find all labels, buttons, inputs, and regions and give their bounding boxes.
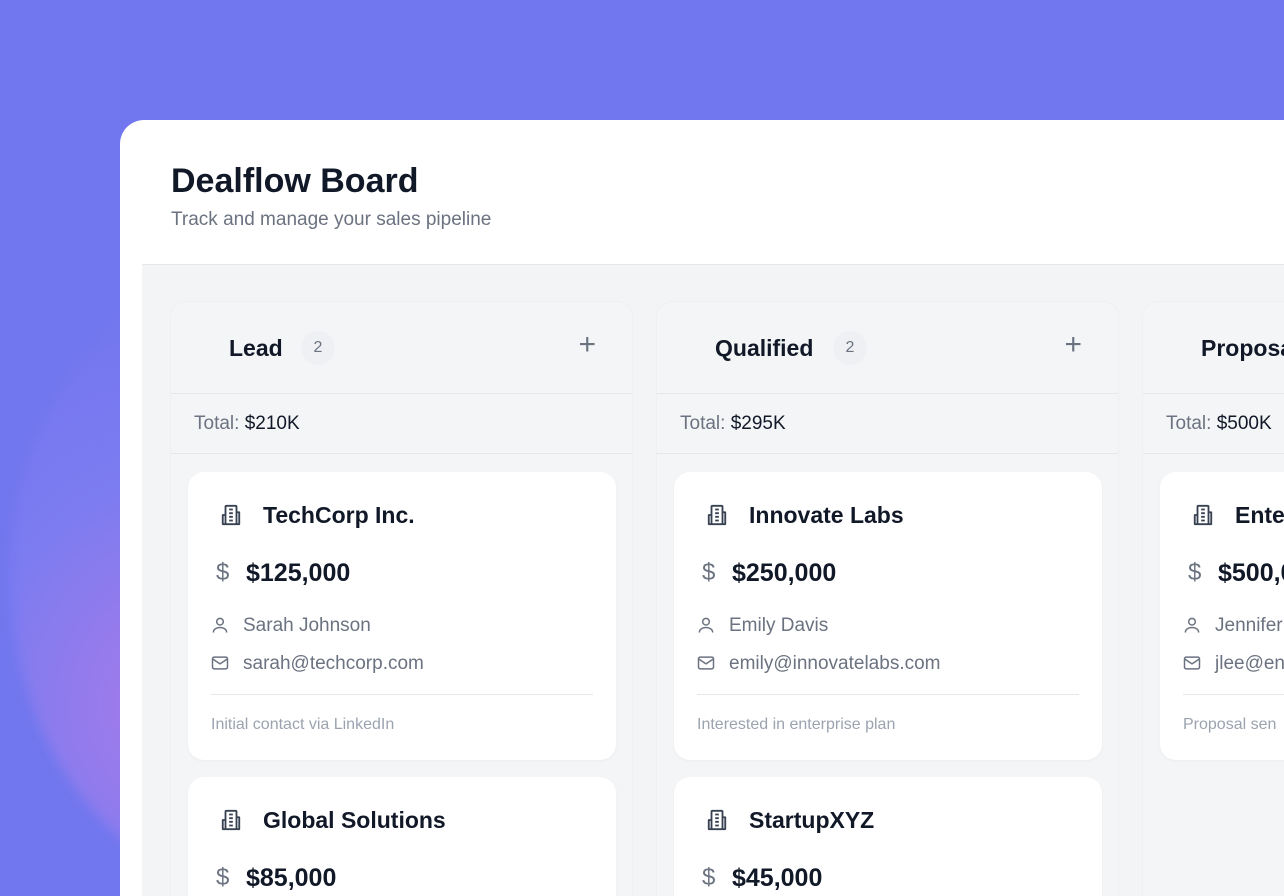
total-value: $295K	[730, 413, 786, 434]
deal-count-badge: 2	[833, 331, 867, 365]
building-icon	[220, 504, 242, 526]
deal-count-badge: 2	[301, 331, 335, 365]
divider	[211, 694, 593, 695]
column-title: Lead	[229, 335, 283, 361]
deal-card[interactable]: Ente $ $500,0 Jennifer jlee@en Proposal …	[1160, 472, 1284, 760]
add-deal-button[interactable]: +	[1064, 328, 1082, 361]
building-icon	[1192, 504, 1214, 526]
total-label: Total:	[194, 413, 240, 434]
contact-email[interactable]: sarah@techcorp.com	[243, 653, 424, 674]
mail-icon	[696, 653, 718, 675]
user-icon	[210, 615, 232, 637]
user-icon	[696, 615, 718, 637]
dollar-icon: $	[216, 864, 230, 891]
company-name: StartupXYZ	[749, 807, 875, 833]
company-name: Ente	[1235, 502, 1284, 528]
mail-icon	[210, 653, 232, 675]
column-lead: Lead 2 + Total: $210K TechCorp Inc. $ $1…	[170, 301, 633, 896]
divider	[697, 694, 1079, 695]
column-qualified: Qualified 2 + Total: $295K Innovate Labs…	[656, 301, 1119, 896]
column-title: Proposa	[1201, 335, 1284, 361]
dollar-icon: $	[702, 559, 716, 586]
company-name: Global Solutions	[263, 807, 446, 833]
add-deal-button[interactable]: +	[578, 328, 596, 361]
building-icon	[706, 809, 728, 831]
deal-card[interactable]: StartupXYZ $ $45,000	[674, 777, 1102, 896]
total-value: $210K	[244, 413, 300, 434]
deal-amount: $500,0	[1218, 559, 1284, 587]
deal-note: Interested in enterprise plan	[697, 716, 896, 733]
divider	[1183, 694, 1284, 695]
deal-note: Initial contact via LinkedIn	[211, 716, 395, 733]
column-header: Qualified 2 +	[657, 302, 1118, 394]
contact-email[interactable]: emily@innovatelabs.com	[729, 653, 941, 674]
company-name: Innovate Labs	[749, 502, 904, 528]
page-subtitle: Track and manage your sales pipeline	[171, 209, 492, 230]
total-label: Total:	[680, 413, 726, 434]
dollar-icon: $	[1188, 559, 1202, 586]
kanban-board: Lead 2 + Total: $210K TechCorp Inc. $ $1…	[142, 264, 1284, 896]
column-title: Qualified	[715, 335, 814, 361]
deal-card[interactable]: TechCorp Inc. $ $125,000 Sarah Johnson s…	[188, 472, 616, 760]
column-total: Total: $295K	[657, 394, 1118, 454]
page-title: Dealflow Board	[171, 162, 419, 200]
column-header: Lead 2 +	[171, 302, 632, 394]
deal-amount: $125,000	[246, 559, 351, 587]
column-total: Total: $210K	[171, 394, 632, 454]
building-icon	[706, 504, 728, 526]
user-icon	[1182, 615, 1204, 637]
deal-amount: $45,000	[732, 864, 823, 892]
deal-card[interactable]: Global Solutions $ $85,000	[188, 777, 616, 896]
contact-name: Jennifer	[1215, 615, 1283, 636]
building-icon	[220, 809, 242, 831]
dollar-icon: $	[216, 559, 230, 586]
contact-email[interactable]: jlee@en	[1215, 653, 1284, 674]
company-name: TechCorp Inc.	[263, 502, 415, 528]
mail-icon	[1182, 653, 1204, 675]
contact-name: Sarah Johnson	[243, 615, 371, 636]
contact-name: Emily Davis	[729, 615, 829, 636]
deal-note: Proposal sen	[1183, 716, 1277, 733]
app-window: Dealflow Board Track and manage your sal…	[120, 120, 1284, 896]
deal-amount: $250,000	[732, 559, 837, 587]
deal-amount: $85,000	[246, 864, 337, 892]
deal-card[interactable]: Innovate Labs $ $250,000 Emily Davis emi…	[674, 472, 1102, 760]
column-total: Total: $500K	[1143, 394, 1284, 454]
total-value: $500K	[1216, 413, 1272, 434]
column-proposa: Proposa Total: $500K Ente $ $500,0 Jenni…	[1142, 301, 1284, 896]
total-label: Total:	[1166, 413, 1212, 434]
dollar-icon: $	[702, 864, 716, 891]
column-header: Proposa	[1143, 302, 1284, 394]
